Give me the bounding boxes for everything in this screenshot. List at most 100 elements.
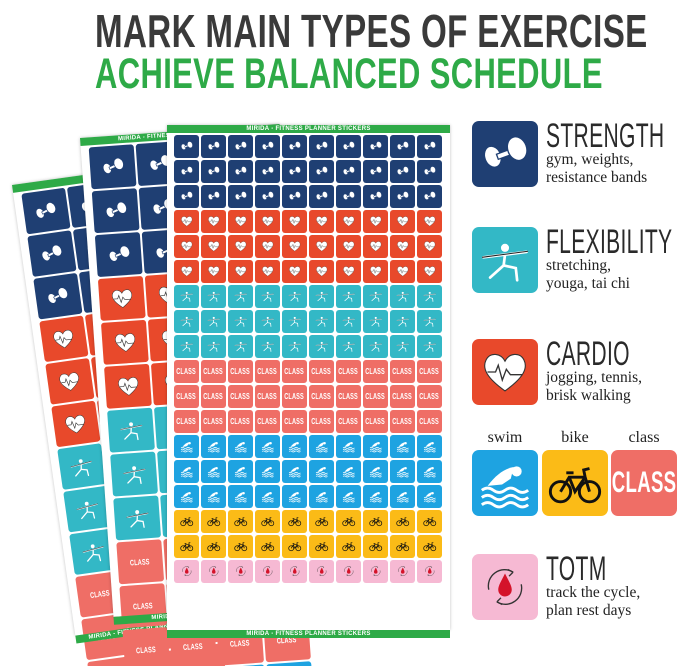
class-text-label: CLASS	[419, 392, 440, 401]
sticker-strength	[417, 185, 442, 208]
dumbbell-icon	[472, 121, 538, 187]
swimmer-icon	[390, 435, 415, 458]
sticker-swim	[417, 435, 442, 458]
dumbbell-icon	[309, 185, 334, 208]
class-text-label: CLASS	[284, 367, 305, 376]
heart-pulse-icon	[417, 210, 442, 233]
dumbbell-icon	[174, 135, 199, 158]
heart-pulse-icon	[174, 260, 199, 283]
swimmer-icon	[363, 460, 388, 483]
sticker-bike	[309, 510, 334, 533]
sticker-sheet-front: MIRIDA - FITNESS PLANNER STICKERS CLASS C…	[167, 125, 450, 638]
sticker-swim	[266, 661, 314, 666]
sticker-cardio	[174, 260, 199, 283]
dumbbell-icon	[201, 135, 226, 158]
legend-desc-line: resistance bands	[546, 169, 648, 186]
class-text-label: CLASS	[176, 392, 197, 401]
sticker-class: CLASS	[282, 410, 307, 433]
sticker-cardio	[97, 275, 146, 321]
sticker-bike	[390, 535, 415, 558]
heart-pulse-icon	[201, 210, 226, 233]
yoga-pose-icon	[336, 335, 361, 358]
class-text-label: CLASS	[392, 417, 413, 426]
yoga-pose-icon	[363, 310, 388, 333]
sticker-strength	[309, 135, 334, 158]
sticker-swim	[282, 460, 307, 483]
class-text-label: CLASS	[230, 417, 251, 426]
yoga-pose-icon	[113, 495, 161, 540]
dumbbell-icon	[417, 135, 442, 158]
class-text-label: CLASS	[183, 641, 204, 652]
swimmer-icon	[201, 485, 226, 508]
sticker-swim	[228, 435, 253, 458]
class-text-label: CLASS	[136, 644, 157, 655]
sticker-class: CLASS	[336, 385, 361, 408]
sticker-flexibility	[336, 335, 361, 358]
dumbbell-icon	[201, 185, 226, 208]
sticker-bike	[363, 535, 388, 558]
sticker-class: CLASS	[228, 410, 253, 433]
sticker-strength	[363, 185, 388, 208]
yoga-pose-icon	[201, 285, 226, 308]
dumbbell-icon	[27, 230, 76, 277]
sticker-swim	[174, 485, 199, 508]
sticker-cardio	[336, 210, 361, 233]
yoga-pose-icon	[201, 310, 226, 333]
heart-pulse-icon	[336, 260, 361, 283]
sticker-flexibility	[390, 335, 415, 358]
sticker-flexibility	[174, 335, 199, 358]
dumbbell-icon	[309, 160, 334, 183]
yoga-pose-icon	[282, 310, 307, 333]
sticker-totm	[363, 560, 388, 583]
heart-pulse-icon	[390, 210, 415, 233]
sticker-strength	[201, 135, 226, 158]
sticker-flexibility	[363, 310, 388, 333]
mini-legend-label: bike	[561, 429, 589, 446]
sticker-swim	[255, 435, 280, 458]
sticker-strength	[255, 160, 280, 183]
yoga-pose-icon	[174, 285, 199, 308]
sticker-totm	[255, 560, 280, 583]
yoga-pose-icon	[417, 285, 442, 308]
sticker-flexibility	[174, 285, 199, 308]
dumbbell-icon	[417, 160, 442, 183]
sticker-strength	[390, 185, 415, 208]
swimmer-icon	[255, 460, 280, 483]
sticker-swim	[336, 435, 361, 458]
legend-title: CARDIO	[546, 335, 630, 373]
yoga-pose-icon	[255, 310, 280, 333]
sticker-strength	[255, 135, 280, 158]
dumbbell-icon	[201, 160, 226, 183]
sticker-cardio	[201, 235, 226, 258]
class-text-label: CLASS	[365, 417, 386, 426]
sticker-cardio	[363, 210, 388, 233]
sticker-flexibility	[309, 310, 334, 333]
bicycle-icon	[417, 535, 442, 558]
sticker-strength	[228, 135, 253, 158]
sticker-flexibility	[107, 407, 155, 453]
sticker-strength	[282, 185, 307, 208]
class-text-label: CLASS	[229, 637, 251, 649]
heart-pulse-icon	[309, 260, 334, 283]
yoga-pose-icon	[472, 227, 538, 293]
class-text-label: CLASS	[365, 392, 386, 401]
sticker-bike	[336, 510, 361, 533]
sticker-cardio	[51, 400, 101, 448]
legend-description: gym, weights, resistance bands	[546, 151, 647, 187]
heart-pulse-icon	[390, 235, 415, 258]
sticker-swim	[228, 460, 253, 483]
swimmer-icon	[336, 485, 361, 508]
class-text-label: CLASS	[89, 588, 111, 601]
heart-pulse-icon	[201, 260, 226, 283]
swimmer-icon	[282, 485, 307, 508]
heart-pulse-icon	[282, 235, 307, 258]
class-text-label: CLASS	[419, 367, 440, 376]
sticker-flexibility	[309, 285, 334, 308]
dumbbell-icon	[390, 160, 415, 183]
sticker-class: CLASS	[309, 410, 334, 433]
sticker-class: CLASS	[174, 360, 199, 383]
dumbbell-icon	[390, 135, 415, 158]
class-text-label: CLASS	[338, 417, 359, 426]
legend-description: stretching, youga, tai chi	[546, 257, 630, 293]
sticker-cardio	[100, 319, 149, 365]
